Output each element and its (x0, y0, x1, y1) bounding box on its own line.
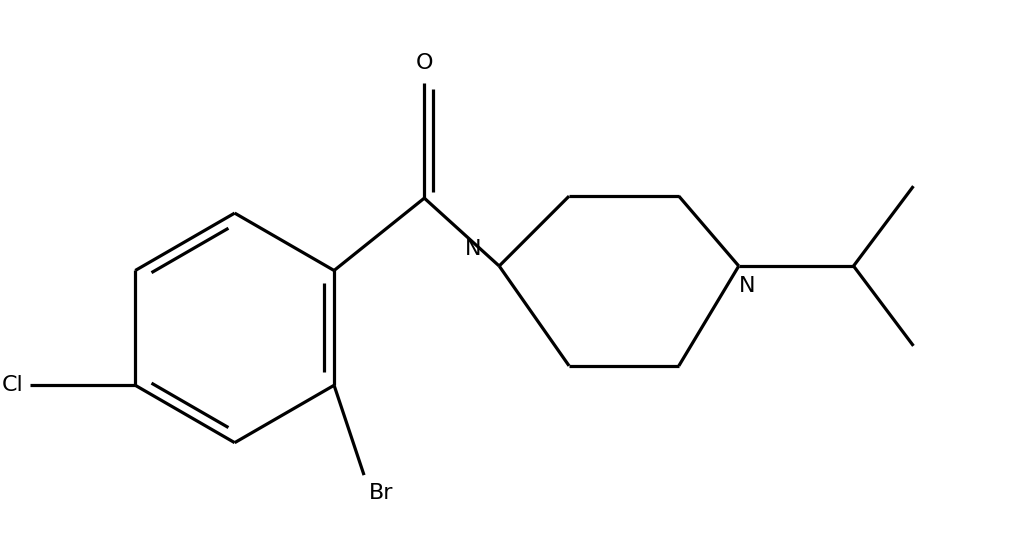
Text: O: O (416, 54, 433, 73)
Text: Cl: Cl (2, 375, 24, 395)
Text: Br: Br (369, 483, 394, 503)
Text: N: N (465, 239, 481, 259)
Text: N: N (739, 276, 755, 296)
